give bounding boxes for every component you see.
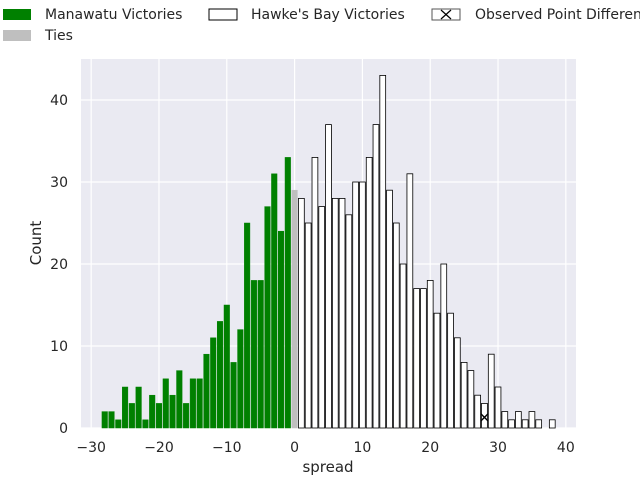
bar-manawatu [223,304,230,429]
bar-manawatu [257,280,264,429]
bar-hawkes-bay [379,75,387,429]
bar-hawkes-bay [494,386,502,429]
bar-hawkes-bay [392,222,400,429]
bar-hawkes-bay [352,181,359,429]
bar-manawatu [176,370,183,429]
bar-manawatu [278,230,285,429]
x-tick-label: 30 [489,440,507,456]
bar-hawkes-bay [413,288,420,429]
bar-hawkes-bay [331,197,339,429]
y-tick-labels: 0 10 20 30 40 [50,93,68,437]
bar-hawkes-bay [474,394,481,429]
bar-hawkes-bay [508,419,515,429]
x-tick-label: −20 [144,440,174,456]
bar-manawatu [203,353,210,429]
bar-manawatu [128,403,135,429]
bar-manawatu [155,403,163,429]
bar-manawatu [196,378,203,429]
bar-hawkes-bay [345,214,353,429]
bars [101,75,556,429]
x-tick-label: 0 [290,440,299,456]
x-tick-label: −30 [76,440,106,456]
bar-hawkes-bay [481,402,488,429]
bar-manawatu [162,378,169,429]
bar-hawkes-bay [528,411,536,429]
x-tick-labels: −30 −20 −10 0 10 20 30 40 [76,440,574,456]
bar-hawkes-bay [311,156,319,429]
bar-manawatu [101,411,108,429]
bar-manawatu [250,280,257,429]
bar-hawkes-bay [501,411,509,429]
y-tick-label: 30 [50,175,68,191]
x-tick-label: 10 [353,440,371,456]
bar-hawkes-bay [325,124,332,429]
bar-hawkes-bay [359,181,366,429]
bar-manawatu [115,419,122,429]
legend-label-observed: Observed Point Difference [475,7,640,23]
x-tick-label: 40 [557,440,575,456]
observed-point-marker [480,413,489,422]
legend-swatch-ties [3,30,31,41]
legend-label-manawatu: Manawatu Victories [45,7,182,23]
x-axis-label: spread [302,458,353,476]
legend-label-ties: Ties [44,28,73,44]
bar-manawatu [108,411,115,429]
bar-manawatu [237,329,244,429]
bar-manawatu [244,222,251,429]
bar-hawkes-bay [440,263,448,429]
bar-hawkes-bay [365,156,373,429]
bar-hawkes-bay [399,263,407,429]
bar-manawatu [264,206,271,429]
bar-hawkes-bay [447,312,454,429]
bar-hawkes-bay [433,312,441,429]
bar-hawkes-bay [406,173,414,429]
bar-hawkes-bay [487,353,495,429]
bar-manawatu [230,362,237,429]
bar-manawatu [210,337,217,429]
bar-hawkes-bay [548,419,556,429]
bar-hawkes-bay [372,124,380,429]
legend-swatch-manawatu [3,9,31,20]
legend-swatch-hawkes-bay [208,8,238,21]
bar-tie [291,189,298,429]
x-tick-label: 20 [421,440,439,456]
bar-hawkes-bay [454,337,461,429]
bar-hawkes-bay [318,206,326,429]
y-tick-label: 40 [50,93,68,109]
bar-hawkes-bay [521,419,529,429]
bar-hawkes-bay [304,222,312,429]
legend: Manawatu Victories Hawke's Bay Victories… [3,7,640,44]
bar-hawkes-bay [338,197,346,429]
bar-hawkes-bay [467,370,475,429]
bar-hawkes-bay [386,189,393,429]
legend-swatch-observed [431,8,461,21]
bar-manawatu [216,321,224,429]
bar-manawatu [183,403,190,429]
y-axis-label: Count [27,221,45,266]
bar-hawkes-bay [420,288,427,429]
bar-manawatu [189,378,196,429]
bar-manawatu [284,157,291,429]
observed-marker-group [480,413,489,422]
bar-hawkes-bay [535,419,543,429]
bar-hawkes-bay [460,361,468,429]
bar-hawkes-bay [515,411,522,429]
bar-hawkes-bay [298,197,305,429]
bar-manawatu [271,173,278,429]
bar-manawatu [169,394,176,429]
bar-manawatu [122,386,129,429]
bar-manawatu [149,394,156,429]
bar-manawatu [142,419,149,429]
legend-label-hawkes-bay: Hawke's Bay Victories [251,7,405,23]
x-tick-label: −10 [212,440,242,456]
bar-manawatu [135,386,142,429]
y-tick-label: 0 [59,421,68,437]
y-tick-label: 10 [50,339,68,355]
bar-hawkes-bay [426,279,434,429]
y-tick-label: 20 [50,257,68,273]
